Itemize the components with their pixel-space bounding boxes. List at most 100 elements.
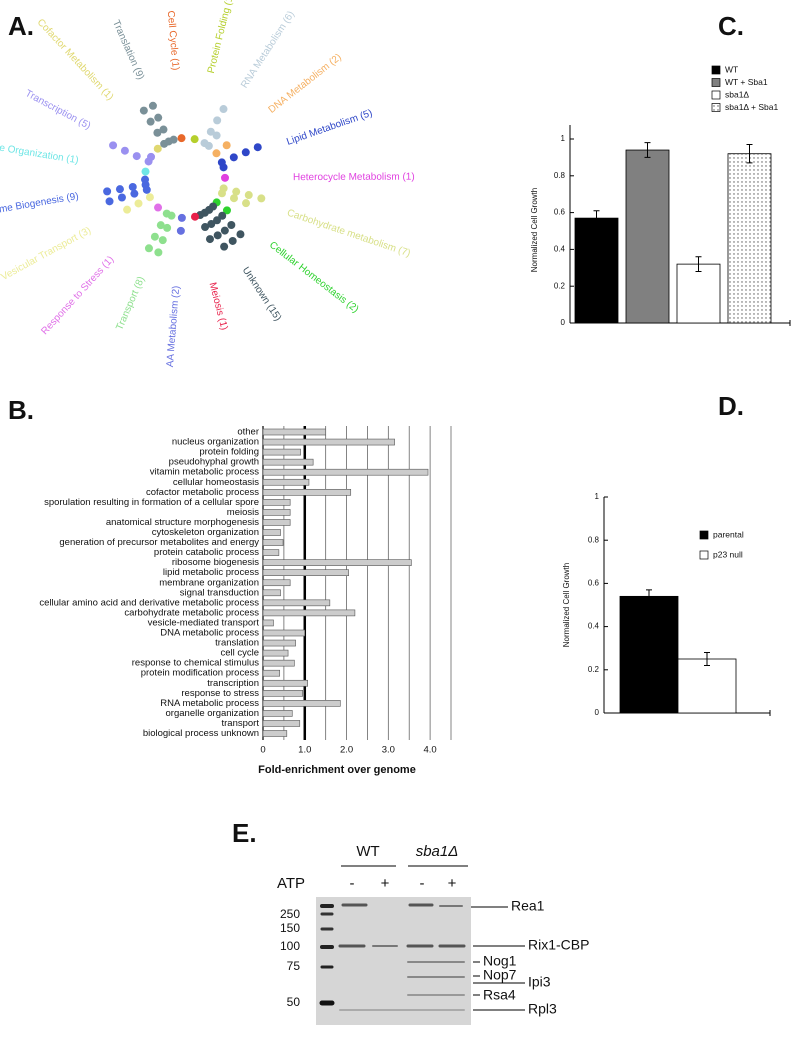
y-tick-label: 0.4 xyxy=(588,622,600,631)
lane-label: - xyxy=(350,875,355,892)
gene-dot xyxy=(145,193,154,202)
gene-dot xyxy=(169,135,178,144)
legend-swatch xyxy=(711,90,721,100)
marker-label: 150 xyxy=(280,921,300,935)
gene-dot xyxy=(212,149,221,158)
x-axis-label: Fold-enrichment over genome xyxy=(258,764,416,776)
y-axis-label: Normalized Cell Growth xyxy=(562,563,571,647)
category-label: signal transduction xyxy=(180,587,259,598)
category-label: ribosome biogenesis xyxy=(172,557,259,568)
bar xyxy=(262,700,341,707)
band-label: Rsa4 xyxy=(483,987,516,1003)
bar xyxy=(262,549,280,556)
category-label: RNA Metabolism (6) xyxy=(239,9,297,90)
bar xyxy=(262,720,301,727)
category-label: Organelle Organization (1) xyxy=(0,137,79,167)
bar xyxy=(262,639,296,647)
gene-dot xyxy=(147,152,156,161)
category-label: Heterocycle Metabolism (1) xyxy=(293,172,415,184)
bar xyxy=(262,589,281,597)
bar xyxy=(262,569,349,577)
gene-dot xyxy=(176,226,185,235)
bar xyxy=(262,669,281,677)
legend-swatch xyxy=(711,78,721,87)
lane-label: + xyxy=(381,875,390,892)
bar xyxy=(262,458,314,466)
category-label: Ribosome Biogenesis (9) xyxy=(0,191,80,221)
y-axis-label: Normalized Cell Growth xyxy=(530,188,539,272)
category-label: meiosis xyxy=(227,507,259,518)
category-label: DNA Metabolism (2) xyxy=(267,52,344,116)
bar xyxy=(262,559,412,566)
y-tick-label: 1 xyxy=(561,134,566,143)
error-bar xyxy=(695,256,702,272)
bar xyxy=(262,428,326,436)
gene-dot xyxy=(163,223,172,232)
gene-dot xyxy=(201,223,210,232)
sample-label: WT xyxy=(356,843,379,860)
gene-dot xyxy=(213,216,222,225)
category-label: AA Metabolism (2) xyxy=(165,285,182,367)
category-label: other xyxy=(237,427,259,438)
category-label: Protein Folding (1) xyxy=(206,0,237,75)
gene-dot xyxy=(227,220,236,229)
bar xyxy=(262,448,301,456)
legend-swatch xyxy=(699,550,709,560)
panel-label: E. xyxy=(232,818,257,848)
gene-dot xyxy=(253,143,262,152)
gene-dot xyxy=(177,213,186,222)
gene-dot xyxy=(222,206,231,215)
y-tick-label: 0.2 xyxy=(588,665,600,674)
gene-dot xyxy=(139,106,148,115)
category-label: response to stress xyxy=(181,688,259,699)
legend-label: parental xyxy=(713,529,744,539)
bar xyxy=(262,710,293,717)
bar xyxy=(262,509,291,516)
gel-bands xyxy=(319,903,466,1011)
category-label: Lipid Metabolism (5) xyxy=(285,108,374,148)
gene-dot xyxy=(257,194,266,203)
category-label: Translation (9) xyxy=(110,19,146,82)
category-label: cytoskeleton organization xyxy=(152,527,259,538)
bar xyxy=(262,539,284,546)
gene-dot xyxy=(130,189,139,198)
category-label: vitamin metabolic process xyxy=(150,467,260,478)
gene-dot xyxy=(236,230,245,239)
category-label: pseudohyphal growth xyxy=(169,457,259,468)
category-label: RNA metabolic process xyxy=(160,698,259,709)
gene-dot xyxy=(222,141,231,150)
bar xyxy=(619,595,679,714)
panel-label: A. xyxy=(8,11,34,41)
sample-label: sba1Δ xyxy=(416,843,459,860)
category-label: Transcription (5) xyxy=(23,88,92,132)
category-label: transcription xyxy=(207,678,259,689)
category-label: Cofactor Metabolism (1) xyxy=(35,17,116,103)
gene-dot xyxy=(115,185,124,194)
gene-dot xyxy=(220,242,229,251)
band-leaders xyxy=(471,906,525,1011)
gene-dot xyxy=(190,135,199,144)
band-label: Nop7 xyxy=(483,967,517,983)
gene-dot xyxy=(218,211,227,220)
bar xyxy=(262,599,331,607)
bar xyxy=(727,153,772,324)
gene-dot xyxy=(109,141,118,150)
category-label: Cell Cycle (1) xyxy=(165,10,181,71)
bar xyxy=(262,468,429,476)
gene-dot xyxy=(150,232,159,241)
category-label: Transport (8) xyxy=(114,275,147,332)
bar xyxy=(262,519,291,526)
y-tick-label: 0 xyxy=(595,708,600,717)
category-label: cellular amino acid and derivative metab… xyxy=(39,597,259,608)
gene-dot xyxy=(134,199,143,208)
gene-dot xyxy=(207,220,216,229)
category-label: generation of precursor metabolites and … xyxy=(59,537,259,548)
legend-swatch xyxy=(711,65,721,75)
category-label: response to chemical stimulus xyxy=(132,658,259,669)
gene-dot xyxy=(141,175,150,184)
category-label: protein folding xyxy=(199,447,259,458)
gel-panel: WT sba1Δ ATP - + - + 250 xyxy=(277,843,589,1025)
gene-dot xyxy=(144,244,153,253)
band-label: Ipi3 xyxy=(528,974,551,990)
